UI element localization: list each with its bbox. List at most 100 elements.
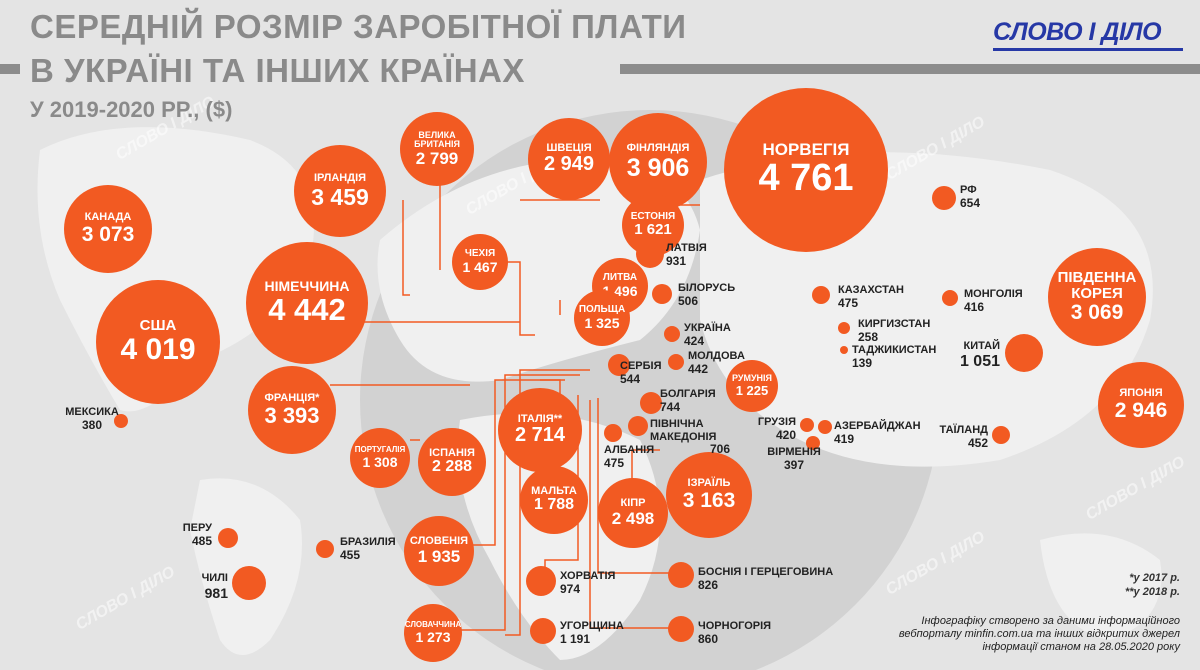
bubble-cyprus-value: 2 498 — [611, 508, 655, 528]
label-brazil: БРАЗИЛІЯ 455 — [340, 536, 396, 562]
label-mexico: МЕКСИКА 380 — [52, 406, 132, 432]
dot-china — [1005, 334, 1043, 372]
bubble-germany: НІМЕЧЧИНА 4 442 — [246, 242, 368, 364]
dot-croatia — [526, 566, 556, 596]
bubble-canada-value: 3 073 — [81, 222, 135, 246]
bubble-malta: МАЛЬТА 1 788 — [520, 466, 588, 534]
label-armenia: ВІРМЕНІЯ 397 — [756, 446, 832, 472]
label-chile-value: 981 — [204, 584, 228, 601]
bubble-spain-name: ІСПАНІЯ — [429, 446, 475, 459]
label-brazil-name: БРАЗИЛІЯ — [340, 536, 396, 548]
label-tajikistan-value: 139 — [852, 355, 873, 370]
bubble-norway-value: 4 761 — [758, 156, 854, 199]
bubble-poland: ПОЛЬЩА 1 325 — [574, 290, 630, 346]
bubble-japan-value: 2 946 — [1114, 398, 1168, 422]
label-mongolia-value: 416 — [964, 299, 985, 314]
connector-bih — [597, 398, 670, 574]
bubble-south-korea-name: ПІВДЕННА КОРЕЯ — [1057, 269, 1137, 302]
bubble-czechia-value: 1 467 — [462, 258, 498, 275]
label-moldova: МОЛДОВА 442 — [688, 350, 745, 376]
connector-ireland — [402, 200, 410, 296]
label-armenia-name: ВІРМЕНІЯ — [767, 446, 821, 458]
page-subtitle: У 2019-2020 РР., ($) — [30, 97, 233, 122]
bubble-ireland: ІРЛАНДІЯ 3 459 — [294, 145, 386, 237]
label-bih-name: БОСНІЯ І ГЕРЦЕГОВИНА — [698, 566, 834, 578]
footnote-2018: **у 2018 р. — [1124, 586, 1180, 598]
bubble-romania-name: РУМУНІЯ — [731, 373, 773, 384]
label-serbia-value: 544 — [620, 371, 641, 386]
label-kazakhstan-value: 475 — [838, 295, 859, 310]
bubble-cyprus: КІПР 2 498 — [598, 478, 668, 548]
bubble-japan-name: ЯПОНІЯ — [1119, 387, 1163, 400]
bubble-italy-name: ІТАЛІЯ** — [517, 412, 563, 425]
label-mongolia: МОНГОЛІЯ 416 — [964, 288, 1023, 314]
bubble-finland: ФІНЛЯНДІЯ 3 906 — [609, 113, 707, 211]
dot-kazakhstan — [812, 286, 830, 304]
label-croatia-value: 974 — [560, 581, 581, 596]
label-belarus-name: БІЛОРУСЬ — [678, 282, 736, 294]
dot-azerbaijan — [818, 420, 832, 434]
label-peru: ПЕРУ 485 — [160, 522, 212, 548]
title-bar — [620, 64, 1200, 74]
bubble-usa: США 4 019 — [96, 280, 220, 404]
bubble-malta-value: 1 788 — [533, 496, 575, 514]
bubble-sweden-value: 2 949 — [543, 153, 595, 176]
bubble-israel: ІЗРАЇЛЬ 3 163 — [666, 452, 752, 538]
bubble-spain: ІСПАНІЯ 2 288 — [418, 428, 486, 496]
dot-peru — [218, 528, 238, 548]
connector-slovenia — [470, 379, 565, 546]
bubble-malta-name: МАЛЬТА — [531, 484, 577, 497]
label-north-macedonia-name: ПІВНІЧНА МАКЕДОНІЯ — [650, 418, 717, 443]
connector-slovakia — [430, 374, 580, 631]
bubble-sweden-name: ШВЕЦІЯ — [546, 141, 592, 154]
bubble-estonia-name: ЕСТОНІЯ — [630, 210, 676, 222]
bubble-norway-name: НОРВЕГІЯ — [762, 140, 850, 160]
dot-bulgaria — [640, 392, 662, 414]
bubble-italy-value: 2 714 — [514, 424, 566, 447]
dot-montenegro — [668, 616, 694, 642]
dot-brazil — [316, 540, 334, 558]
label-albania-name: АЛБАНІЯ — [604, 444, 655, 456]
connector-cyprus — [631, 449, 660, 480]
label-peru-name: ПЕРУ — [182, 522, 212, 534]
dot-kyrgyzstan — [838, 322, 850, 334]
bubble-portugal-value: 1 308 — [362, 453, 398, 470]
label-thailand: ТАЇЛАНД 452 — [930, 424, 988, 450]
label-kazakhstan-name: КАЗАХСТАН — [838, 284, 904, 296]
label-russia-value: 654 — [960, 195, 981, 210]
label-bulgaria: БОЛГАРІЯ 744 — [660, 388, 716, 414]
bubble-usa-value: 4 019 — [120, 333, 196, 367]
bubble-uk-name: ВЕЛИКА БРИТАНІЯ — [414, 129, 460, 150]
label-azerbaijan-value: 419 — [834, 431, 855, 446]
label-bulgaria-name: БОЛГАРІЯ — [660, 388, 716, 400]
label-peru-value: 485 — [191, 533, 212, 548]
label-tajikistan: ТАДЖИКИСТАН 139 — [852, 344, 936, 370]
dot-chile — [232, 566, 266, 600]
dot-moldova — [668, 354, 684, 370]
bubble-germany-name: НІМЕЧЧИНА — [264, 278, 350, 295]
dot-north-macedonia — [628, 416, 648, 436]
bubble-israel-value: 3 163 — [682, 488, 736, 512]
label-latvia: ЛАТВІЯ 931 — [666, 242, 707, 268]
continent-australia — [1040, 533, 1162, 640]
bubble-israel-name: ІЗРАЇЛЬ — [687, 477, 731, 490]
dot-georgia — [800, 418, 814, 432]
bubble-france-value: 3 393 — [264, 403, 320, 429]
dot-bih — [668, 562, 694, 588]
source-note: Інфографіку створено за даними інформаці… — [898, 615, 1180, 654]
label-russia: РФ 654 — [960, 184, 980, 210]
label-albania: АЛБАНІЯ 475 — [604, 444, 654, 470]
bubble-norway: НОРВЕГІЯ 4 761 — [724, 88, 888, 252]
label-montenegro: ЧОРНОГОРІЯ 860 — [698, 620, 771, 646]
bubble-cyprus-name: КІПР — [620, 497, 646, 510]
label-thailand-value: 452 — [967, 435, 988, 450]
bubble-uk-value: 2 799 — [415, 148, 459, 168]
bubble-finland-name: ФІНЛЯНДІЯ — [626, 142, 690, 155]
bubble-italy: ІТАЛІЯ** 2 714 — [498, 388, 582, 472]
dot-albania — [604, 424, 622, 442]
label-mongolia-name: МОНГОЛІЯ — [964, 288, 1023, 300]
bubble-estonia-value: 1 621 — [634, 221, 672, 239]
label-georgia-value: 420 — [775, 427, 796, 442]
bubble-finland-value: 3 906 — [626, 153, 690, 182]
